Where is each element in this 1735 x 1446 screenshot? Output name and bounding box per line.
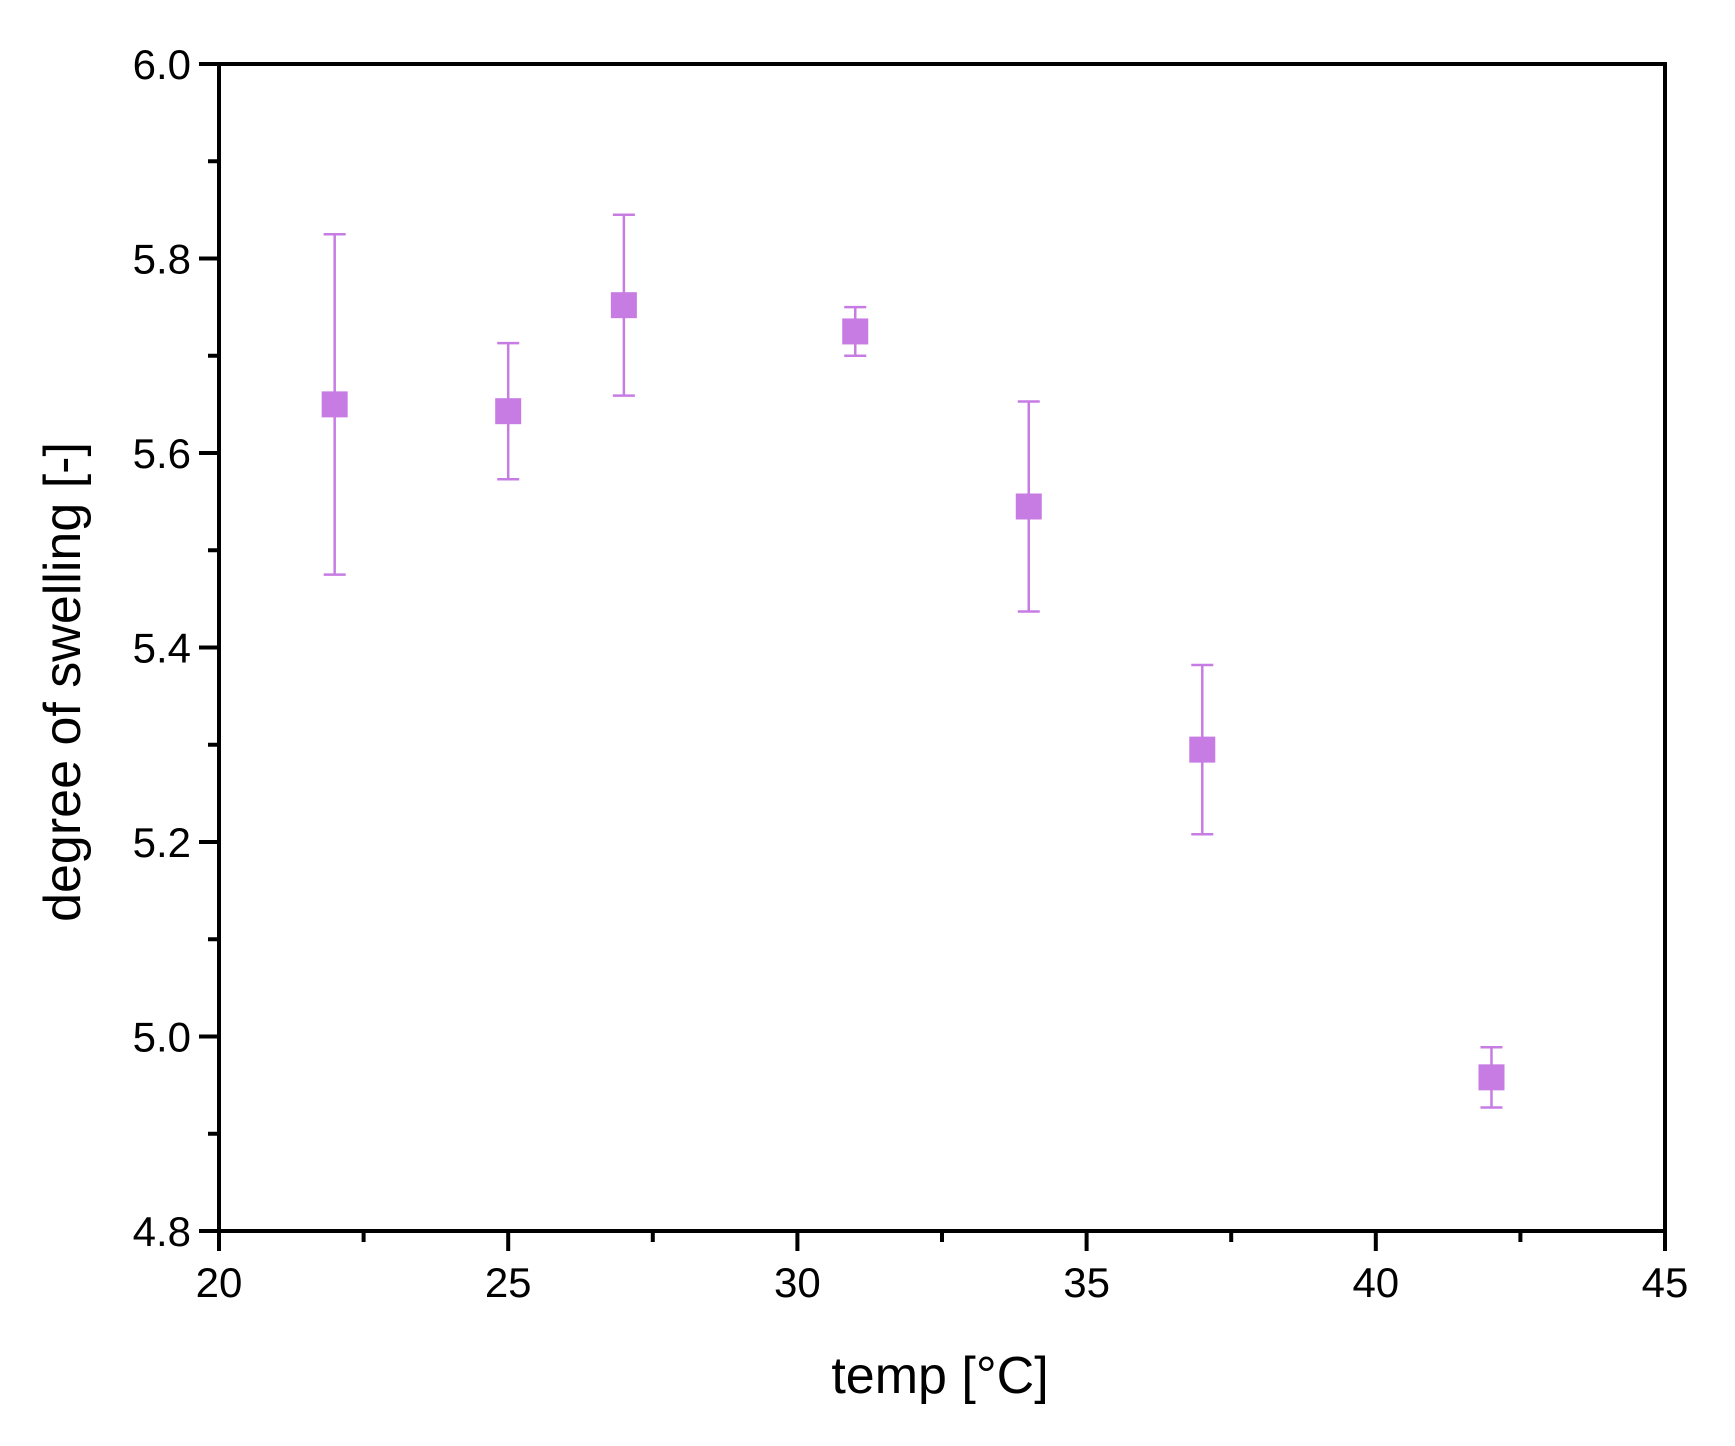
plot-layer bbox=[321, 213, 1505, 1109]
data-point-group bbox=[1015, 400, 1042, 613]
data-point bbox=[1189, 736, 1216, 763]
data-point bbox=[321, 391, 348, 418]
labels-layer: temp [°C] degree of swelling [-] bbox=[34, 442, 1049, 1405]
y-tick-label: 4.8 bbox=[133, 1208, 191, 1255]
y-axis-label: degree of swelling [-] bbox=[34, 442, 92, 922]
y-tick-label: 5.6 bbox=[133, 430, 191, 477]
data-point-group bbox=[1189, 663, 1216, 836]
data-point bbox=[842, 318, 869, 345]
x-tick-label: 40 bbox=[1352, 1259, 1399, 1306]
x-tick-label: 45 bbox=[1642, 1259, 1689, 1306]
data-point bbox=[610, 292, 637, 319]
y-tick-label: 5.8 bbox=[133, 236, 191, 283]
data-point-group bbox=[321, 232, 348, 576]
x-axis-label: temp [°C] bbox=[831, 1347, 1048, 1405]
data-point-group bbox=[610, 213, 637, 397]
data-point-group bbox=[1478, 1045, 1505, 1109]
y-tick-label: 5.4 bbox=[133, 625, 191, 672]
y-tick-label: 6.0 bbox=[133, 41, 191, 88]
y-tick-label: 5.2 bbox=[133, 819, 191, 866]
x-tick-label: 30 bbox=[774, 1259, 821, 1306]
x-tick-label: 25 bbox=[485, 1259, 532, 1306]
data-point-group bbox=[842, 305, 869, 357]
data-point-group bbox=[495, 341, 522, 481]
data-point bbox=[1478, 1064, 1505, 1091]
plot-frame bbox=[217, 62, 1667, 1233]
x-tick-label: 35 bbox=[1063, 1259, 1110, 1306]
data-point bbox=[495, 398, 522, 425]
data-point bbox=[1015, 493, 1042, 520]
y-tick-label: 5.0 bbox=[133, 1014, 191, 1061]
axes-layer: 20 25 30 35 40 45 4.8 5.0 5.2 5.4 5.6 5.8 6.0 bbox=[133, 41, 1689, 1306]
x-tick-label: 20 bbox=[196, 1259, 243, 1306]
